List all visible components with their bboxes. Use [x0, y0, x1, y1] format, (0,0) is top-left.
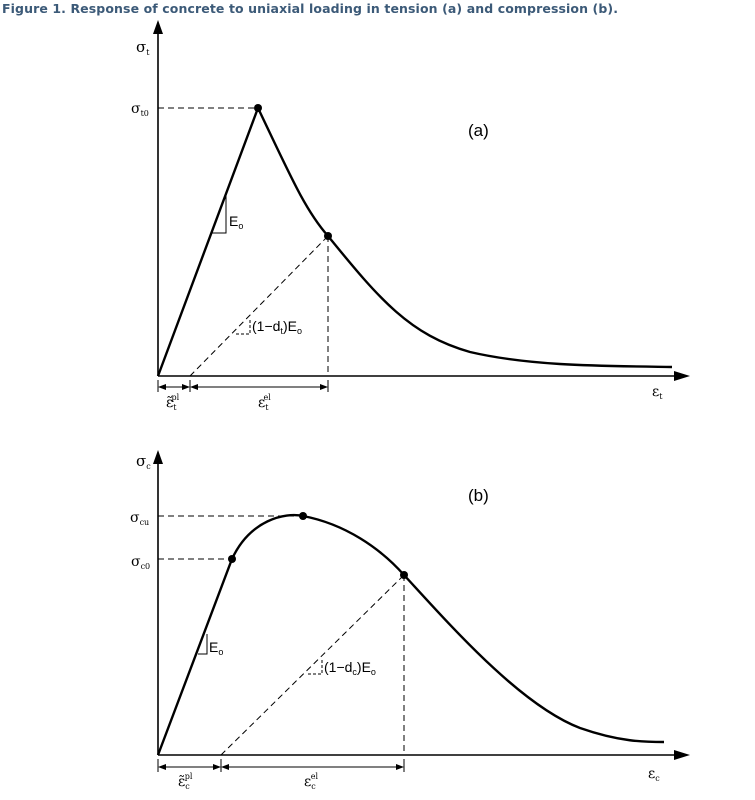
compression-modulus-triangle	[198, 634, 208, 655]
tension-y-axis-arrow	[153, 20, 163, 34]
tension-peak-stress-label: σt0	[131, 101, 149, 118]
tension-elastic-strain-label: εtel	[258, 393, 271, 412]
compression-initial-stress-label: σc0	[131, 554, 150, 571]
tension-x-axis-label: εt	[652, 384, 663, 401]
tension-panel-label: (a)	[468, 121, 489, 140]
tension-modulus-label: Eo	[229, 213, 243, 231]
tension-curve	[156, 104, 673, 377]
compression-unload-point	[400, 571, 408, 579]
compression-initial-point	[228, 555, 236, 563]
compression-x-axis-label: εc	[648, 766, 660, 783]
figure-title: Figure 1. Response of concrete to uniaxi…	[2, 1, 619, 16]
compression-panel: Eo (1−dc)Eo σc σcu σc0 εc ε̃cpl εcel (b)	[130, 450, 690, 791]
tension-panel: Eo (1−dt)Eo σt σt0 εt ε̃tpl εtel (a)	[131, 20, 690, 412]
tension-unload-point	[324, 232, 332, 240]
tension-y-axis-label: σt	[136, 38, 150, 57]
compression-panel-label: (b)	[468, 486, 489, 505]
compression-unload-line	[220, 574, 405, 756]
compression-y-axis-arrow	[153, 450, 163, 464]
tension-unload-modulus-label: (1−dt)Eo	[252, 318, 302, 336]
tension-unload-triangle	[236, 318, 251, 335]
tension-plastic-strain-label: ε̃tpl	[166, 393, 180, 412]
compression-modulus-label: Eo	[209, 639, 223, 657]
compression-plastic-strain-label: ε̃cpl	[178, 772, 193, 791]
compression-unload-modulus-label: (1−dc)Eo	[324, 659, 376, 677]
compression-elastic-strain-label: εcel	[304, 772, 318, 791]
compression-ultimate-stress-label: σcu	[130, 510, 149, 527]
compression-ultimate-point	[299, 512, 307, 520]
compression-x-axis-arrow	[674, 750, 690, 760]
compression-y-axis-label: σc	[136, 452, 151, 471]
tension-peak-point	[254, 104, 262, 112]
compression-curve	[156, 513, 665, 756]
tension-unload-line	[189, 235, 329, 377]
compression-unload-triangle	[308, 659, 323, 675]
tension-modulus-triangle	[212, 196, 227, 234]
tension-x-axis-arrow	[674, 371, 690, 381]
